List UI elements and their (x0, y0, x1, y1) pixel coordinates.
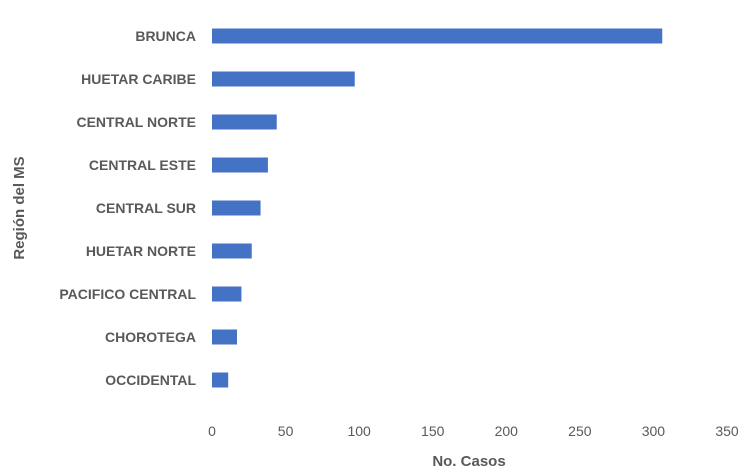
bar-pacifico-central (212, 286, 242, 302)
x-tick-label: 150 (421, 423, 445, 439)
x-axis-title: No. Casos (432, 453, 505, 468)
category-label: CENTRAL NORTE (76, 114, 196, 130)
category-label: CHOROTEGA (105, 329, 196, 345)
category-label: CENTRAL SUR (96, 200, 196, 216)
bar-central-sur (212, 200, 261, 216)
category-label: BRUNCA (135, 28, 196, 44)
x-tick-label: 200 (495, 423, 519, 439)
bar-chorotega (212, 329, 238, 345)
bar-brunca (212, 28, 663, 44)
category-label: OCCIDENTAL (105, 372, 196, 388)
bars-group (212, 28, 663, 388)
category-label: CENTRAL ESTE (89, 157, 196, 173)
category-label: HUETAR NORTE (86, 243, 196, 259)
bar-central-norte (212, 114, 277, 130)
x-tick-labels-group: 0 50 100 150 200 250 300 350 (208, 423, 739, 439)
x-tick-label: 300 (642, 423, 666, 439)
bar-central-este (212, 157, 268, 173)
x-tick-label: 50 (278, 423, 294, 439)
y-axis-title: Región del MS (11, 156, 28, 259)
bar-huetar-caribe (212, 71, 355, 87)
category-labels-group: BRUNCA HUETAR CARIBE CENTRAL NORTE CENTRAL … (59, 28, 196, 388)
bar-huetar-norte (212, 243, 252, 259)
x-tick-label: 350 (715, 423, 739, 439)
x-tick-label: 0 (208, 423, 216, 439)
category-label: PACIFICO CENTRAL (59, 286, 196, 302)
bar-occidental (212, 372, 229, 388)
x-tick-label: 100 (347, 423, 371, 439)
category-label: HUETAR CARIBE (81, 71, 196, 87)
x-tick-label: 250 (568, 423, 592, 439)
